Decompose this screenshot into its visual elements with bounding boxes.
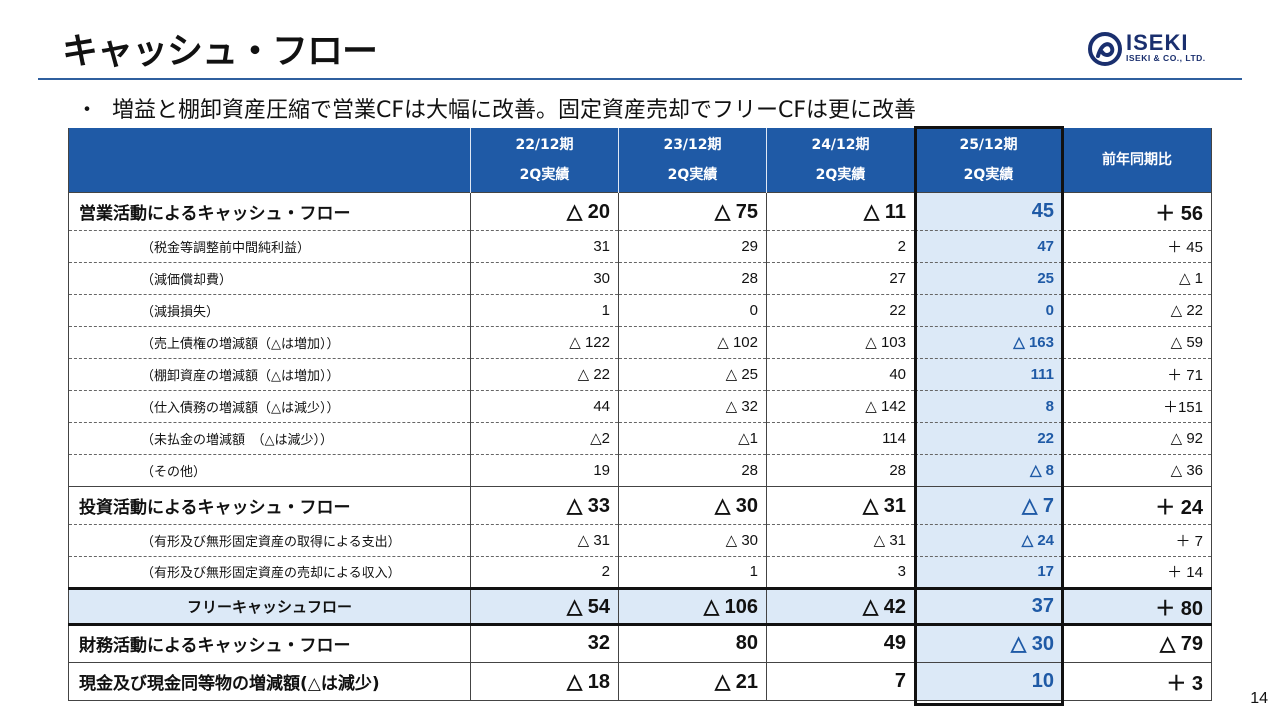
table-row-investing: 投資活動によるキャッシュ・フロー △ 33 △ 30 △ 31 △ 7 ＋ 24: [68, 485, 1212, 524]
table-row-net-change: 現金及び現金同等物の増減額(△は減少) △ 18 △ 21 7 10 ＋ 3: [68, 661, 1212, 700]
table-row: （有形及び無形固定資産の売却による収入） 2 1 3 17 ＋ 14: [68, 555, 1212, 588]
table-row: （税金等調整前中間純利益） 31 29 2 47 ＋ 45: [68, 229, 1212, 262]
iseki-logo-icon: [1088, 32, 1122, 66]
table-row: （棚卸資産の増減額（△は増加）） △ 22 △ 25 40 111 ＋ 71: [68, 357, 1212, 390]
table-row-free-cash-flow: フリーキャッシュフロー △ 54 △ 106 △ 42 37 ＋ 80: [68, 586, 1212, 626]
summary-bullet: ・増益と棚卸資産圧縮で営業CFは大幅に改善。固定資産売却でフリーCFは更に改善: [76, 92, 916, 124]
header-fy22: 22/12期 2Q実績: [470, 128, 619, 192]
table-row: （売上債権の増減額（△は増加）） △ 122 △ 102 △ 103 △ 163…: [68, 325, 1212, 358]
header-fy23: 23/12期 2Q実績: [618, 128, 767, 192]
logo-subtitle: ISEKI & CO., LTD.: [1126, 53, 1206, 63]
table-header-row: 22/12期 2Q実績 23/12期 2Q実績 24/12期 2Q実績 25/12期 2…: [68, 128, 1212, 192]
summary-text: 増益と棚卸資産圧縮で営業CFは大幅に改善。固定資産売却でフリーCFは更に改善: [112, 98, 917, 123]
bullet-mark: ・: [76, 98, 99, 123]
table-row-operating: 営業活動によるキャッシュ・フロー △ 20 △ 75 △ 11 45 ＋ 56: [68, 191, 1212, 230]
row-label: フリーキャッシュフロー: [68, 586, 471, 626]
header-yoy: 前年同期比: [1062, 128, 1212, 192]
table-row: （減損損失） 1 0 22 0 △ 22: [68, 293, 1212, 326]
table-row: （仕入債務の増減額（△は減少）） 44 △ 32 △ 142 8 ＋151: [68, 389, 1212, 422]
header-fy24: 24/12期 2Q実績: [766, 128, 915, 192]
table-row: （未払金の増減額 （△は減少）） △2 △1 114 22 △ 92: [68, 421, 1212, 454]
company-logo: ISEKI ISEKI & CO., LTD.: [1088, 30, 1228, 70]
page-title: キャッシュ・フロー: [62, 31, 378, 72]
cash-flow-table: 22/12期 2Q実績 23/12期 2Q実績 24/12期 2Q実績 25/12期 2…: [68, 128, 1212, 701]
table-row: （減価償却費） 30 28 27 25 △ 1: [68, 261, 1212, 294]
row-label: 財務活動によるキャッシュ・フロー: [68, 623, 471, 662]
row-label: 営業活動によるキャッシュ・フロー: [68, 191, 471, 230]
title-divider: [38, 78, 1242, 80]
header-fy25: 25/12期 2Q実績: [914, 128, 1063, 192]
logo-name: ISEKI: [1126, 30, 1189, 55]
header-blank: [68, 128, 471, 192]
table-row-financing: 財務活動によるキャッシュ・フロー 32 80 49 △ 30 △ 79: [68, 623, 1212, 662]
page-number: 14: [1250, 690, 1268, 707]
row-label: 現金及び現金同等物の増減額(△は減少): [68, 661, 471, 700]
table-row: （有形及び無形固定資産の取得による支出） △ 31 △ 30 △ 31 △ 24…: [68, 523, 1212, 556]
row-label: 投資活動によるキャッシュ・フロー: [68, 485, 471, 524]
table-row: （その他） 19 28 28 △ 8 △ 36: [68, 453, 1212, 486]
